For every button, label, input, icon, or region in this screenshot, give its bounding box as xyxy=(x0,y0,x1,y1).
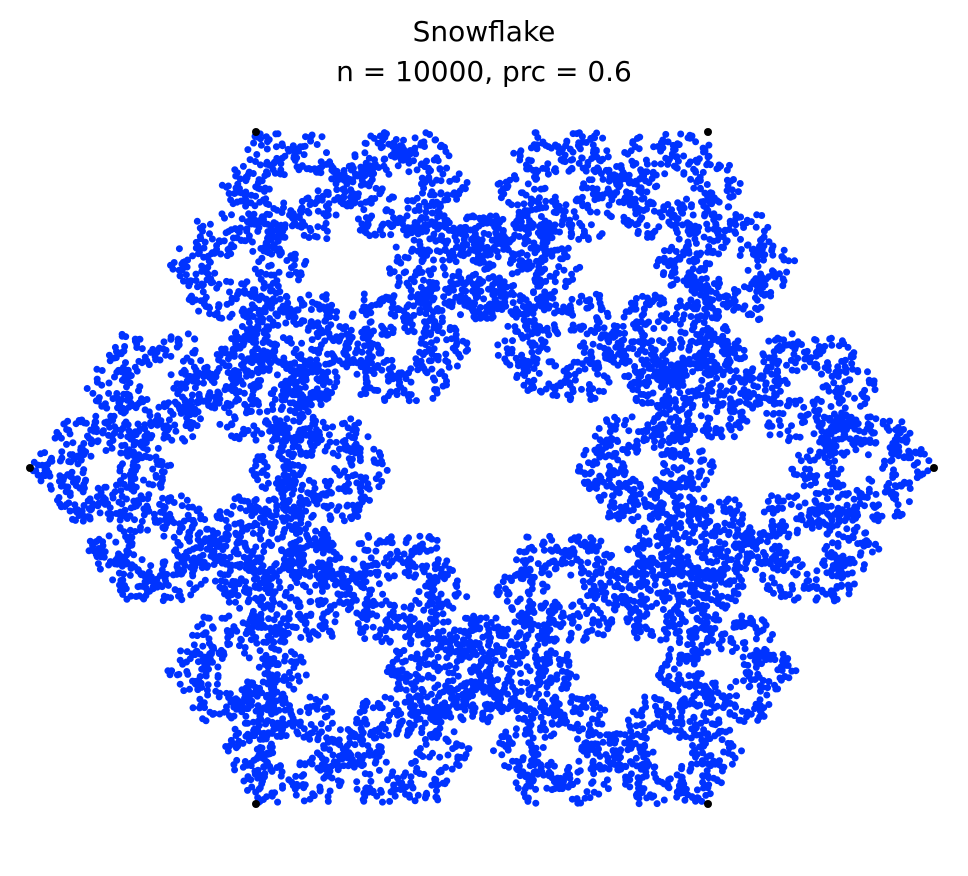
vertex-point-2 xyxy=(704,127,712,136)
vertex-point-1 xyxy=(930,464,938,472)
chart-subtitle: n = 10000, prc = 0.6 xyxy=(336,55,632,88)
scatter-points xyxy=(29,129,933,808)
vertex-point-4 xyxy=(26,464,34,472)
vertex-point-3 xyxy=(252,127,260,136)
scatter-point-cloud xyxy=(29,129,933,808)
vertex-point-6 xyxy=(704,800,712,809)
vertex-markers xyxy=(26,127,938,809)
vertex-point-5 xyxy=(252,800,260,809)
chart-title: Snowflake xyxy=(412,15,556,48)
